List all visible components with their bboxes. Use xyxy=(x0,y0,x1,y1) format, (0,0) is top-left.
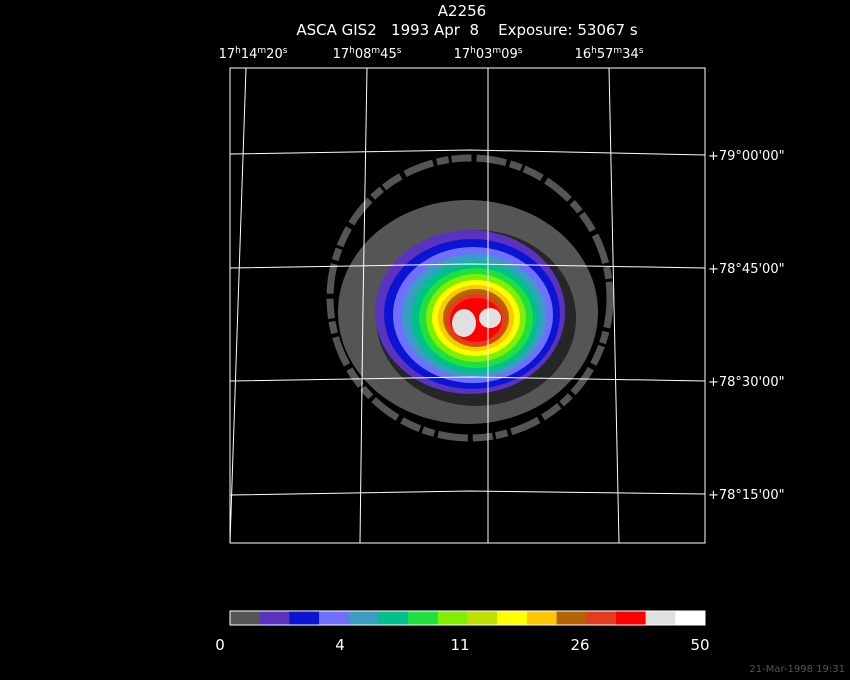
colorbar-frame xyxy=(229,610,706,626)
title: A2256 xyxy=(438,2,486,20)
ra-value: 34 xyxy=(622,47,639,62)
colorbar-swatch xyxy=(378,611,409,625)
colorbar-swatch xyxy=(348,611,379,625)
ra-label: 17h03m09s xyxy=(454,46,523,62)
ra-unit: s xyxy=(518,46,523,56)
colorbar: 0 4 11 26 50 xyxy=(215,610,710,654)
ra-label: 17h14m20s xyxy=(219,46,288,62)
ra-unit: m xyxy=(613,46,622,56)
colorbar-swatch xyxy=(497,611,528,625)
image xyxy=(326,154,614,442)
ra-unit: h xyxy=(591,46,597,56)
colorbar-swatch xyxy=(645,611,676,625)
timestamp: 21-Mar-1998 19:31 xyxy=(749,664,845,675)
dec-line xyxy=(229,490,706,496)
ra-unit: s xyxy=(639,46,644,56)
ra-unit: s xyxy=(283,46,288,56)
colorbar-swatch xyxy=(408,611,439,625)
dec-label: +78°30'00" xyxy=(708,375,785,390)
ra-value: 09 xyxy=(501,47,518,62)
ra-value: 20 xyxy=(266,47,283,62)
colorbar-swatch xyxy=(675,611,706,625)
ra-unit: m xyxy=(257,46,266,56)
ra-line xyxy=(608,67,620,544)
peak xyxy=(452,309,476,337)
ra-value: 16 xyxy=(575,47,592,62)
colorbar-swatch xyxy=(289,611,320,625)
subtitle: ASCA GIS2 1993 Apr 8 Exposure: 53067 s xyxy=(296,21,637,39)
ra-value: 17 xyxy=(333,47,350,62)
colorbar-swatch xyxy=(467,611,498,625)
ra-unit: h xyxy=(470,46,476,56)
colorbar-swatch xyxy=(437,611,468,625)
colorbar-swatch xyxy=(319,611,350,625)
ra-value: 14 xyxy=(241,47,258,62)
dec-label: +78°45'00" xyxy=(708,262,785,277)
colorbar-tick-label: 0 xyxy=(215,636,225,654)
peak xyxy=(479,308,501,328)
ra-value: 17 xyxy=(454,47,471,62)
dec-label: +78°15'00" xyxy=(708,488,785,503)
colorbar-tick-label: 26 xyxy=(570,636,589,654)
ra-line xyxy=(229,67,247,544)
ra-unit: h xyxy=(349,46,355,56)
coordinate-grid xyxy=(229,67,706,544)
colorbar-swatch xyxy=(259,611,290,625)
colorbar-swatch xyxy=(556,611,587,625)
ra-label: 17h08m45s xyxy=(333,46,402,62)
colorbar-swatch xyxy=(526,611,558,625)
ra-unit: m xyxy=(371,46,380,56)
ra-unit: m xyxy=(492,46,501,56)
ra-labels: 17h14m20s 17h08m45s 17h03m09s 16h57m34s xyxy=(219,46,644,62)
colorbar-tick-label: 50 xyxy=(690,636,709,654)
dec-labels: +79°00'00" +78°45'00" +78°30'00" +78°15'00" xyxy=(708,149,785,503)
dec-line xyxy=(229,149,706,156)
colorbar-swatch xyxy=(230,611,261,625)
colorbar-tick-label: 11 xyxy=(450,636,469,654)
ra-value: 57 xyxy=(597,47,614,62)
ra-line xyxy=(359,67,368,544)
ra-unit: h xyxy=(235,46,241,56)
colorbar-swatch xyxy=(586,611,617,625)
outer-ring xyxy=(326,154,614,442)
frame xyxy=(229,67,706,544)
ra-value: 45 xyxy=(380,47,397,62)
ra-value: 08 xyxy=(355,47,372,62)
colorbar-swatch xyxy=(615,611,647,625)
dec-line xyxy=(229,263,706,269)
colorbar-tick-label: 4 xyxy=(335,636,345,654)
dec-label: +79°00'00" xyxy=(708,149,785,164)
ra-value: 17 xyxy=(219,47,236,62)
ra-label: 16h57m34s xyxy=(575,46,644,62)
dec-line xyxy=(229,376,706,382)
ra-unit: s xyxy=(397,46,402,56)
ra-value: 03 xyxy=(476,47,493,62)
